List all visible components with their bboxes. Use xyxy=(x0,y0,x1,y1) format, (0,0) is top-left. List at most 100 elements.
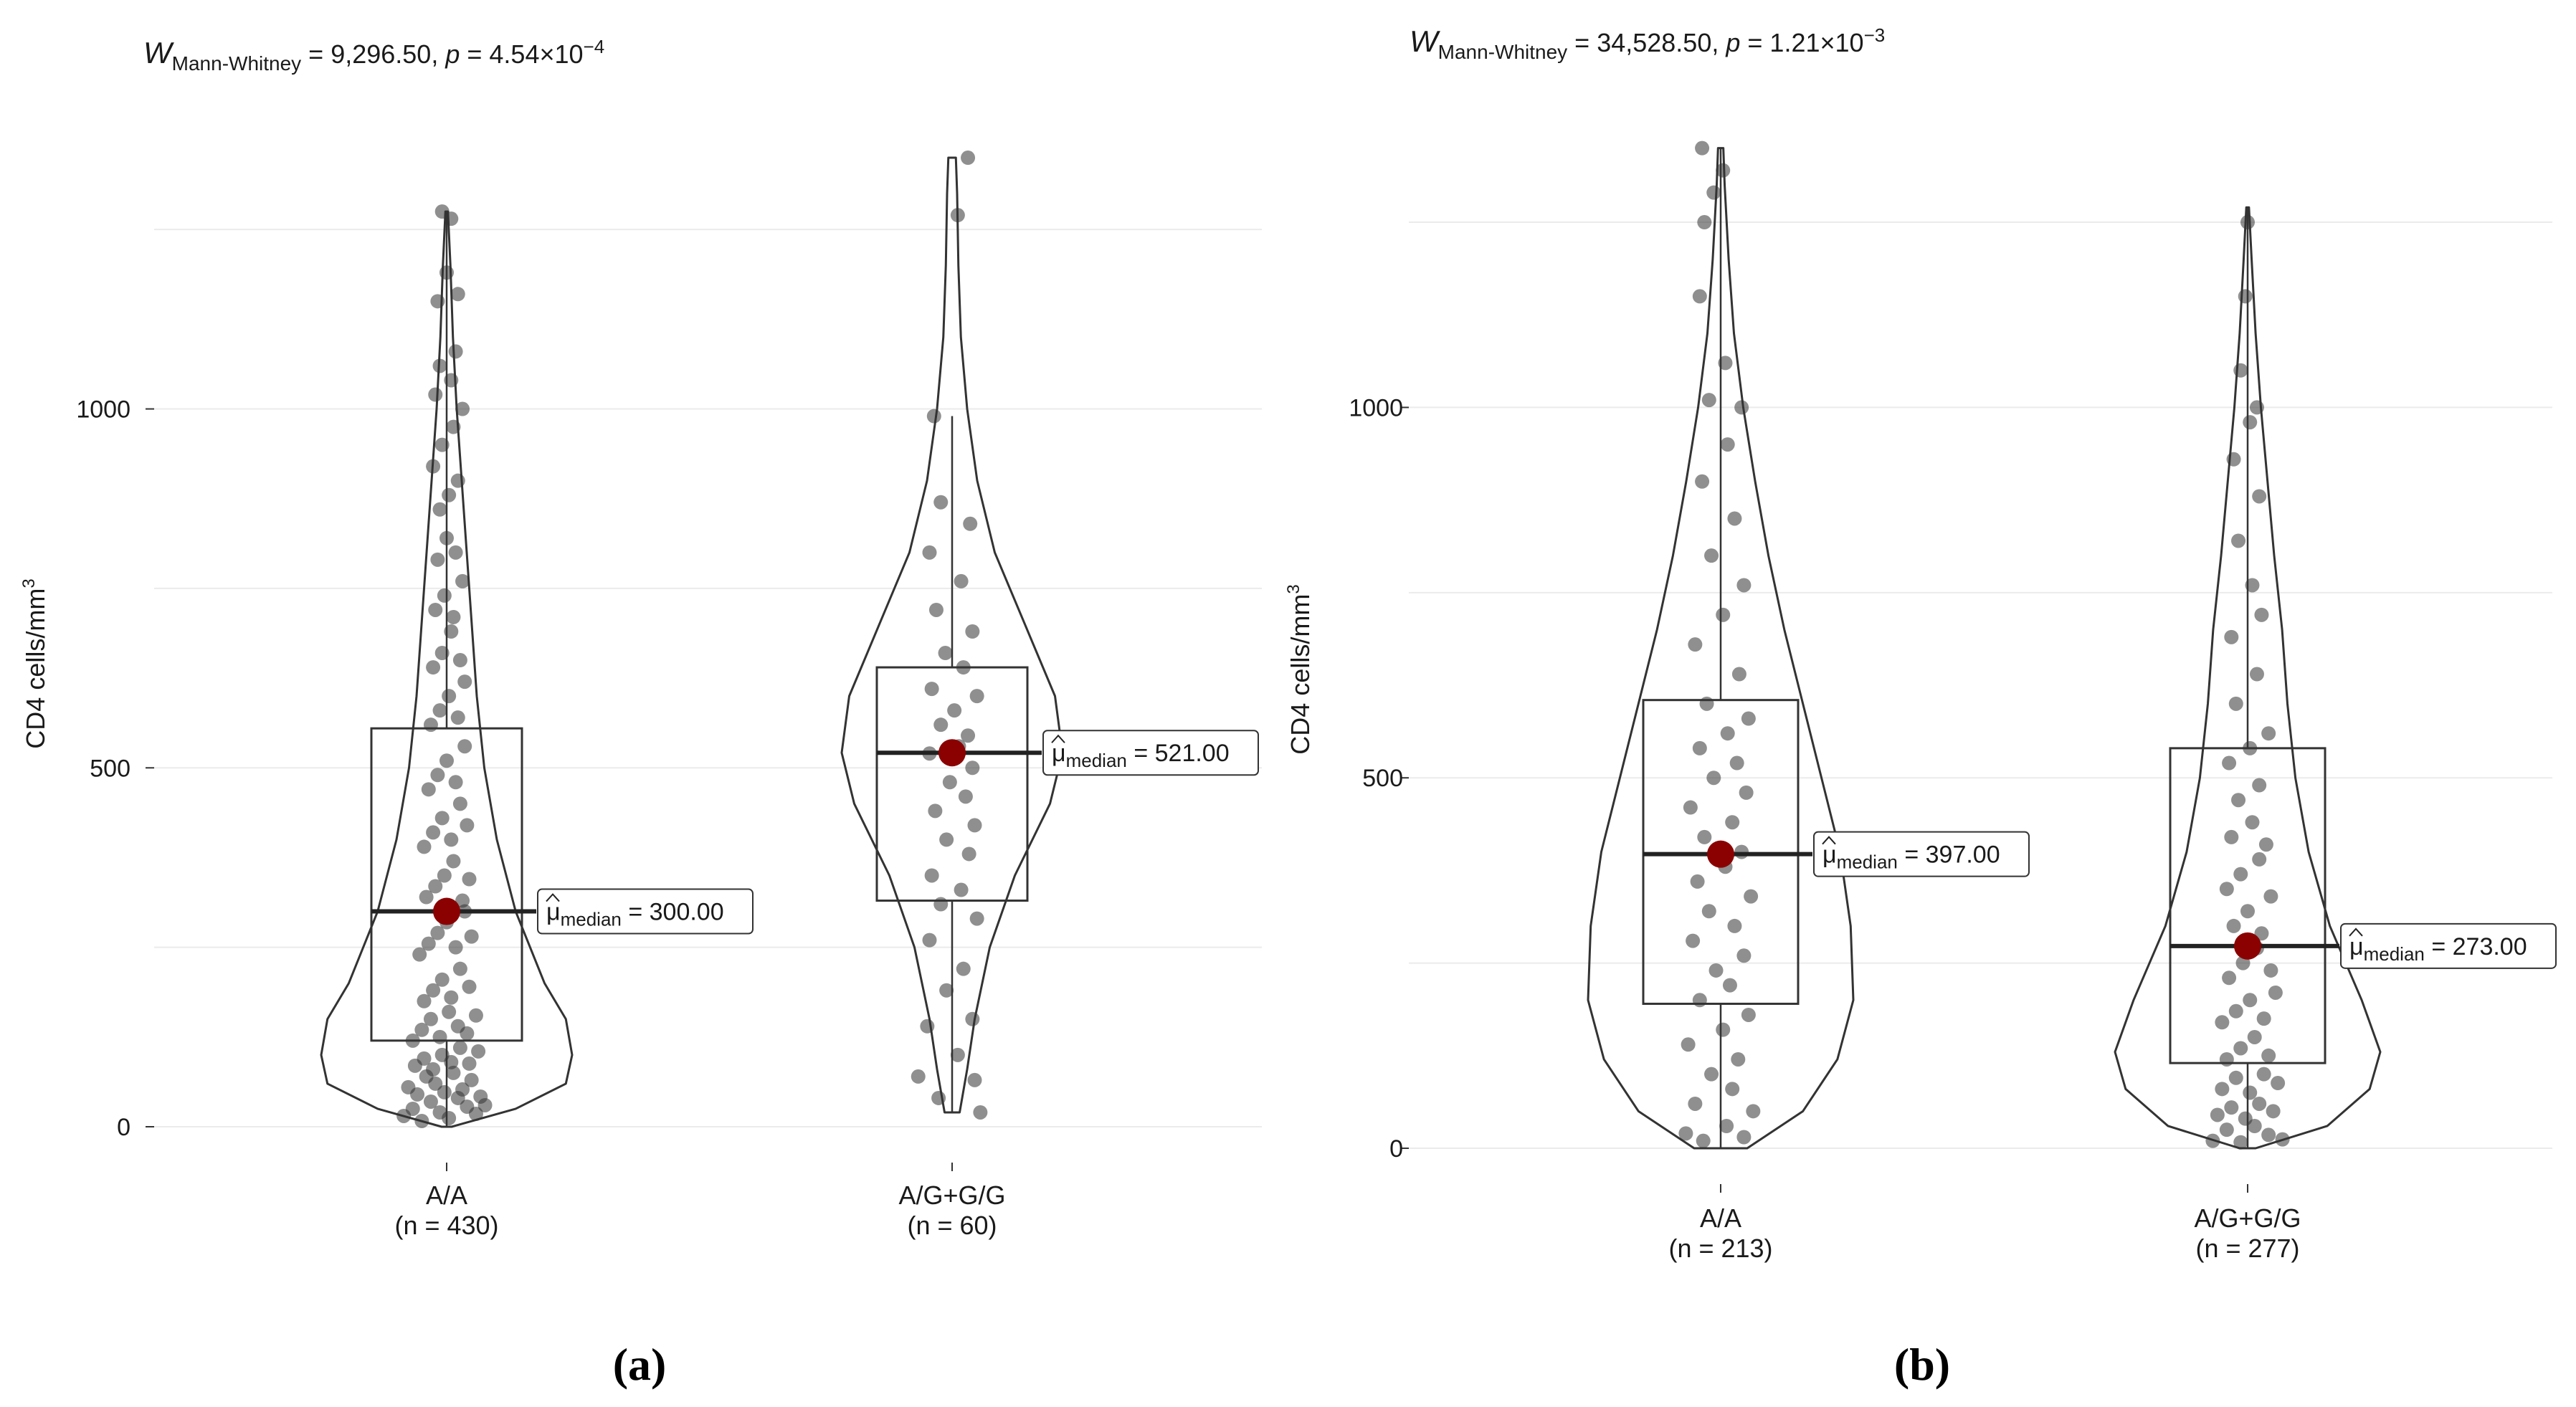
violin xyxy=(1587,147,1855,1150)
data-point xyxy=(1741,711,1756,726)
data-point xyxy=(434,972,450,987)
data-point xyxy=(2254,607,2269,622)
data-point xyxy=(421,936,436,951)
data-point xyxy=(2252,852,2267,867)
data-point xyxy=(2275,1132,2290,1147)
data-point xyxy=(2222,970,2237,986)
data-point xyxy=(417,993,432,1008)
median-label: μmedian = 397.00 xyxy=(1822,841,2000,873)
data-point xyxy=(950,1047,965,1062)
iqr-box xyxy=(1642,699,1800,1005)
data-point xyxy=(2261,726,2276,741)
data-point xyxy=(417,839,432,854)
data-point xyxy=(2233,1135,2248,1150)
data-point xyxy=(924,868,939,883)
data-point xyxy=(448,775,463,790)
data-point xyxy=(947,703,962,718)
data-point xyxy=(2240,215,2255,230)
data-point xyxy=(924,682,939,697)
data-point xyxy=(446,419,461,434)
data-point xyxy=(450,473,465,488)
data-point xyxy=(2233,363,2248,378)
data-point xyxy=(2222,755,2237,771)
data-point xyxy=(1706,771,1721,786)
data-point xyxy=(956,660,971,675)
data-point xyxy=(1736,1130,1752,1145)
data-point xyxy=(432,358,447,373)
data-point xyxy=(922,545,937,560)
data-point xyxy=(1699,696,1714,711)
data-point xyxy=(457,674,472,690)
data-point xyxy=(961,728,976,743)
data-point xyxy=(2219,1051,2234,1067)
data-point xyxy=(455,1082,470,1097)
data-point xyxy=(2226,918,2241,933)
data-point xyxy=(961,846,976,862)
data-point xyxy=(434,437,450,452)
data-point xyxy=(426,983,441,998)
data-point xyxy=(1692,289,1707,304)
panel-a-label: (a) xyxy=(613,1339,667,1390)
data-point xyxy=(963,516,978,531)
data-point xyxy=(446,854,461,869)
median-label-box xyxy=(537,888,754,935)
data-point xyxy=(423,1094,438,1109)
data-point xyxy=(426,825,441,840)
data-point xyxy=(958,789,973,804)
data-point xyxy=(1716,163,1731,178)
data-point xyxy=(439,530,454,545)
data-point xyxy=(939,832,954,847)
y-tick-label: 0 xyxy=(117,1114,130,1141)
data-point xyxy=(2224,629,2239,644)
data-point xyxy=(426,459,441,474)
group-a-g-g-g: μmedian = 273.00 A/G+G/G(n = 277) xyxy=(2114,206,2557,1263)
data-point xyxy=(448,940,463,955)
data-point xyxy=(2263,963,2278,978)
data-point xyxy=(437,868,452,883)
data-point xyxy=(1744,889,1759,904)
data-point xyxy=(911,1069,926,1084)
data-point xyxy=(933,897,949,912)
data-point xyxy=(444,832,459,847)
data-point xyxy=(452,1040,467,1055)
data-point xyxy=(439,753,454,768)
data-point xyxy=(1692,993,1707,1008)
data-point xyxy=(1734,400,1749,415)
data-point xyxy=(455,573,470,588)
data-point xyxy=(2215,1015,2230,1030)
data-point xyxy=(444,373,459,388)
data-point xyxy=(928,803,943,819)
data-point xyxy=(2231,793,2246,808)
data-point xyxy=(468,1106,483,1121)
data-point xyxy=(1734,844,1749,859)
x-tick-label: A/G+G/G xyxy=(898,1181,1005,1210)
data-point xyxy=(1739,785,1754,800)
data-point xyxy=(942,775,957,790)
group-a-a: μmedian = 397.00 A/A(n = 213) xyxy=(1587,140,2030,1263)
data-point xyxy=(442,1004,457,1019)
data-point xyxy=(421,782,436,797)
data-point xyxy=(954,573,969,588)
data-point xyxy=(432,502,447,517)
data-point xyxy=(1678,1126,1693,1141)
data-point xyxy=(2247,1029,2262,1044)
y-tick-label: 0 xyxy=(1389,1135,1403,1163)
data-point xyxy=(967,1072,982,1087)
data-point xyxy=(452,796,467,811)
data-point xyxy=(928,602,944,617)
data-point xyxy=(965,624,980,639)
data-point xyxy=(450,710,465,725)
data-point xyxy=(2249,400,2264,415)
data-point xyxy=(442,1110,457,1125)
data-point xyxy=(950,208,965,223)
data-point xyxy=(434,646,450,661)
data-point xyxy=(428,387,443,402)
data-point xyxy=(961,151,976,166)
data-point xyxy=(1690,874,1705,889)
data-point xyxy=(432,1029,447,1044)
median-marker xyxy=(2234,932,2261,960)
data-point xyxy=(462,979,477,994)
data-point xyxy=(1704,548,1719,563)
data-point xyxy=(430,294,445,309)
data-point xyxy=(1722,978,1737,993)
